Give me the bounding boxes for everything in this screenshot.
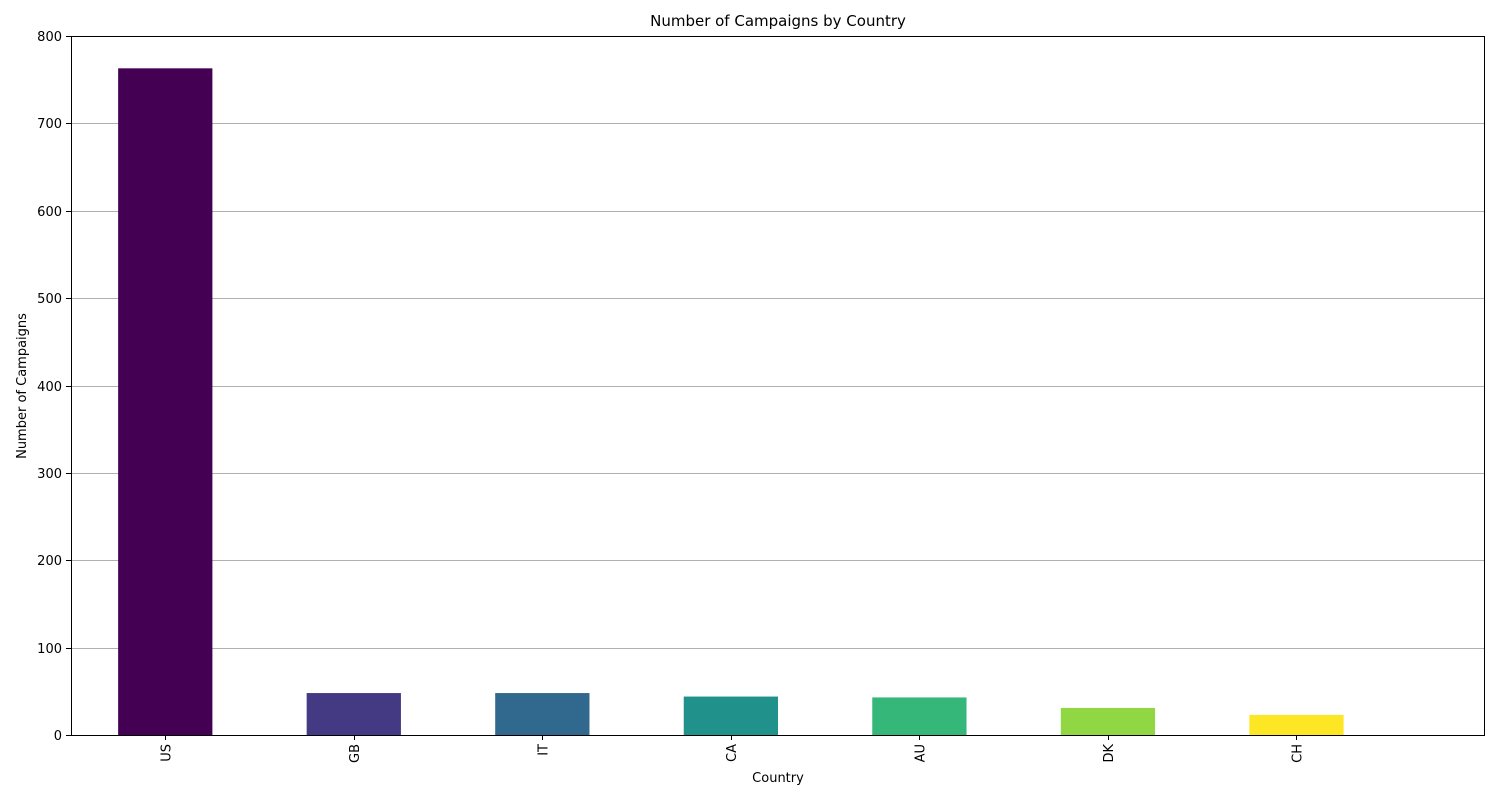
bar-it	[495, 693, 590, 735]
x-tick-label: US	[159, 744, 174, 762]
bar-dk	[1060, 707, 1156, 735]
bar-gb	[306, 693, 401, 735]
gridlines	[71, 123, 1485, 649]
x-tick-label: AU	[913, 744, 928, 762]
y-tick-label: 400	[37, 380, 62, 395]
x-axis: US GB IT CA AU DK CH	[159, 735, 1305, 763]
chart-title: Number of Campaigns by Country	[650, 12, 906, 30]
y-tick-label: 800	[37, 30, 62, 45]
y-tick-label: 300	[37, 467, 62, 482]
y-tick-label: 100	[37, 642, 62, 657]
bar-au	[872, 697, 967, 735]
bar-ca	[683, 696, 778, 735]
x-tick-label: DK	[1102, 744, 1117, 763]
y-tick-label: 0	[54, 729, 62, 744]
y-axis: 0 100 200 300 400 500 600 700 800	[37, 30, 71, 744]
bar-us	[118, 68, 213, 736]
y-tick-label: 700	[37, 117, 62, 132]
y-tick-label: 500	[37, 292, 62, 307]
x-tick-label: CA	[725, 744, 740, 762]
x-tick-label: GB	[348, 744, 363, 763]
y-tick-label: 600	[37, 205, 62, 220]
bars	[118, 68, 1344, 736]
x-tick-label: CH	[1290, 744, 1305, 763]
x-axis-label: Country	[752, 771, 804, 786]
y-tick-label: 200	[37, 554, 62, 569]
x-tick-label: IT	[536, 744, 551, 756]
y-axis-label: Number of Campaigns	[15, 313, 30, 459]
plot-frame	[71, 36, 1485, 736]
bar-ch	[1249, 714, 1344, 735]
